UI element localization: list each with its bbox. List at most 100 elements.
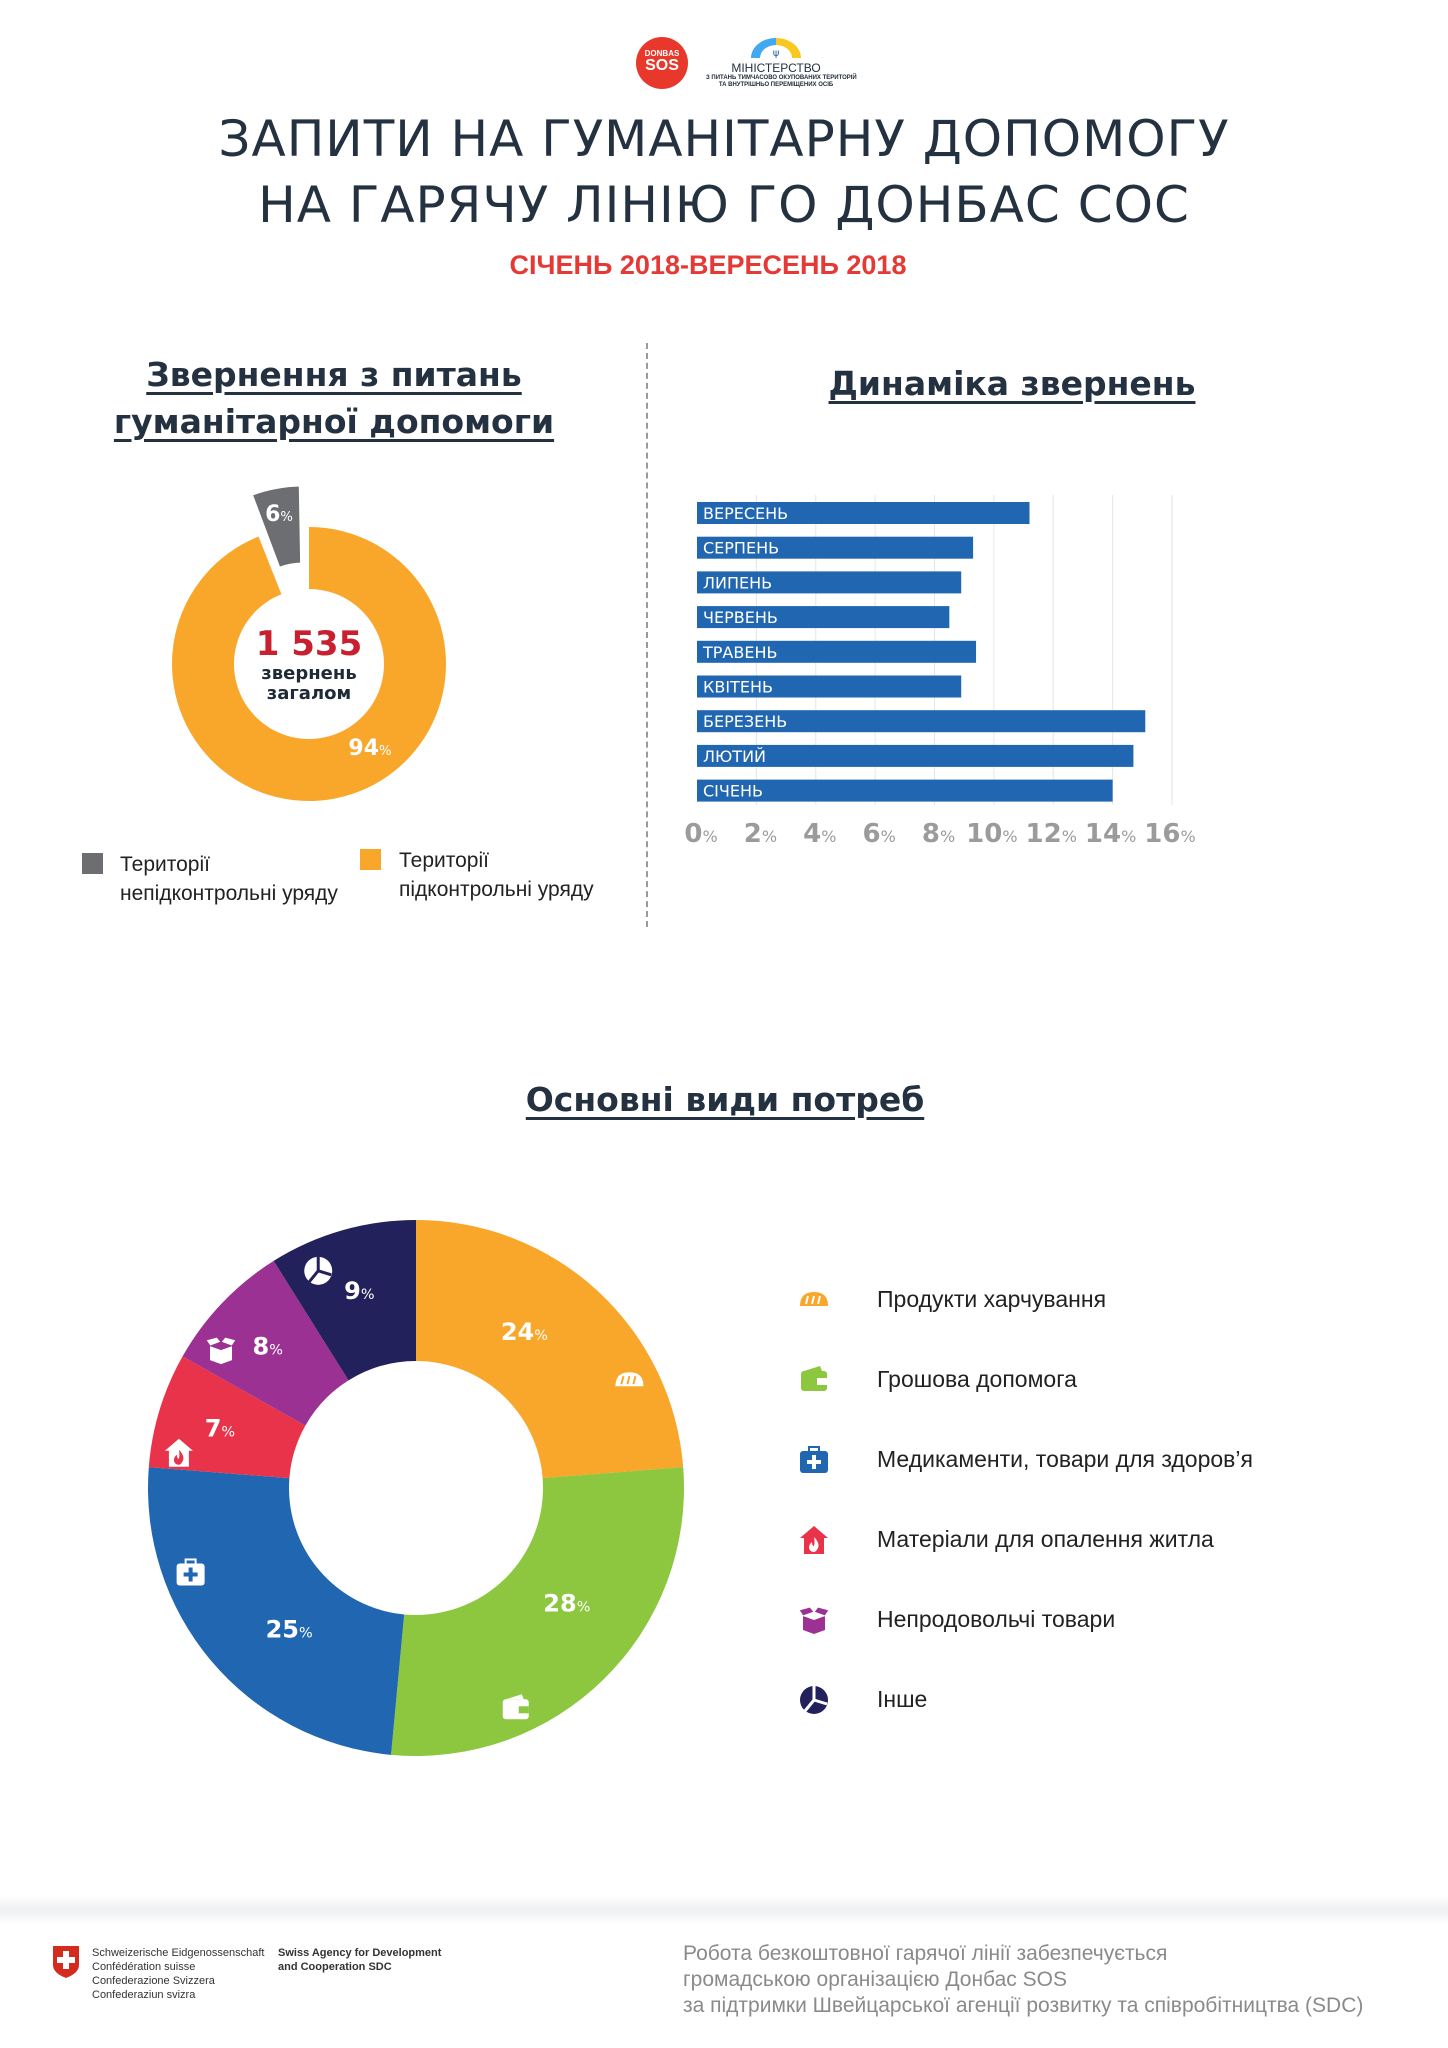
footer-note-line2: громадською організацією Донбас SOS — [683, 1968, 1067, 1991]
footer-note-line1: Робота безкоштовної гарячої лінії забезп… — [683, 1942, 1168, 1965]
donbas-sos-logo: DONBAS SOS — [636, 37, 688, 89]
sdc-text: Swiss Agency for Development and Coopera… — [278, 1946, 441, 1974]
swiss-line3: Confederazione Svizzera — [92, 1975, 215, 1987]
slice-1 — [391, 1467, 685, 1756]
logo-donbas-text: DONBAS — [644, 49, 680, 58]
medkit-icon — [176, 1558, 205, 1586]
legend-controlled-swatch — [360, 849, 381, 870]
total-label2: загалом — [266, 683, 352, 704]
legend-uncontrolled: Території непідконтрольні уряду — [120, 850, 338, 908]
swiss-line4: Confederaziun svizra — [92, 1989, 196, 2001]
house-fire-icon — [800, 1526, 828, 1554]
dynamics-bar-chart: 0% 2% 4% 6% 8% 10% 12% 14% 16% ВЕРЕСЕНЬ СЕРПЕНЬ ЛИП… — [684, 495, 1196, 849]
label-controlled: 94% — [348, 736, 391, 761]
bar-2 — [697, 571, 962, 594]
bar-label: ЧЕРВЕНЬ — [703, 608, 778, 627]
box-icon — [798, 1606, 830, 1634]
slice-controlled — [171, 527, 446, 801]
bar-label: БЕРЕЗЕНЬ — [703, 712, 787, 731]
slice-2 — [148, 1467, 405, 1755]
x-tick-label: 6% — [862, 819, 895, 849]
bread-icon — [615, 1372, 644, 1387]
x-tick-label: 12% — [1026, 819, 1077, 849]
needs-legend-item: Інше — [877, 1686, 928, 1712]
ministry-sub1: З ПИТАНЬ ТИМЧАСОВО ОКУПОВАНИХ ТЕРИТОРІЙ — [706, 75, 857, 81]
legend-line1: Території — [399, 849, 489, 872]
ministry-name: МІНІСТЕРСТВО — [731, 61, 821, 75]
legend-line2: непідконтрольні уряду — [120, 882, 338, 905]
total-label1: звернень — [261, 663, 357, 684]
page-title-line2: НА ГАРЯЧУ ЛІНІЮ ГО ДОНБАС СОС — [258, 176, 1190, 234]
needs-legend-item: Грошова допомога — [877, 1366, 1077, 1392]
swiss-line2: Confédération suisse — [92, 1961, 196, 1973]
bar-label: ЛИПЕНЬ — [703, 573, 772, 592]
bar-0 — [697, 502, 1030, 524]
pie-icon — [800, 1686, 828, 1714]
swiss-line1: Schweizerische Eidgenossenschaft — [92, 1947, 265, 1959]
legend-uncontrolled-swatch — [82, 853, 103, 874]
needs-legend-item: Продукти харчування — [877, 1286, 1107, 1312]
bar-1 — [697, 536, 974, 559]
bar-label: СЕРПЕНЬ — [703, 539, 779, 558]
needs-donut-chart: 24%28%25%7%8%9% — [148, 1220, 685, 1756]
bar-label: КВІТЕНЬ — [703, 678, 773, 697]
bar-7 — [697, 744, 1134, 767]
footer-note: Робота безкоштовної гарячої лінії забезп… — [683, 1941, 1363, 2019]
x-tick-label: 8% — [922, 819, 955, 849]
legend-line2: підконтрольні уряду — [399, 878, 594, 901]
total-value: 1 535 — [255, 624, 363, 664]
bar-4 — [697, 640, 977, 663]
bar-label: СІЧЕНЬ — [703, 782, 763, 801]
page-title-line1: ЗАПИТИ НА ГУМАНІТАРНУ ДОПОМОГУ — [218, 110, 1230, 168]
needs-legend-item: Матеріали для опалення житла — [877, 1526, 1214, 1552]
needs-legend-item: Непродовольчі товари — [877, 1606, 1116, 1632]
legend-controlled: Території підконтрольні уряду — [399, 846, 594, 904]
ministry-sub2: ТА ВНУТРІШНЬО ПЕРЕМІЩЕНИХ ОСІБ — [718, 82, 834, 88]
x-tick-label: 2% — [744, 819, 777, 849]
x-tick-label: 4% — [803, 819, 836, 849]
requests-donut-chart: 6%94% — [171, 482, 446, 801]
section-divider — [646, 343, 648, 927]
slice-uncontrolled — [248, 482, 305, 572]
bar-6 — [697, 710, 1146, 733]
x-tick-label: 14% — [1085, 819, 1136, 849]
x-tick-label: 0% — [684, 819, 717, 849]
ministry-logo: ψ МІНІСТЕРСТВО З ПИТАНЬ ТИМЧАСОВО ОКУПОВ… — [706, 38, 857, 90]
bar-label: ВЕРЕСЕНЬ — [703, 504, 788, 523]
bar-3 — [697, 606, 950, 629]
needs-heading: Основні види потреб — [525, 1080, 925, 1119]
box-icon — [205, 1336, 237, 1365]
dynamics-heading: Динаміка звернень — [828, 364, 1196, 403]
page-subtitle: СІЧЕНЬ 2018-ВЕРЕСЕНЬ 2018 — [509, 250, 907, 280]
sdc-line1: Swiss Agency for Development — [278, 1947, 442, 1959]
bar-8 — [697, 779, 1113, 802]
medkit-icon — [800, 1446, 828, 1473]
footer-note-line3: за підтримки Швейцарської агенції розвит… — [683, 1994, 1364, 2017]
bar-label: ЛЮТИЙ — [703, 747, 766, 766]
wallet-icon — [801, 1366, 827, 1391]
total-requests: 1 535 звернень загалом — [256, 624, 362, 704]
ministry-arch-icon: ψ — [751, 38, 801, 59]
needs-legend-item: Медикаменти, товари для здоров’я — [877, 1446, 1253, 1472]
bar-label: ТРАВЕНЬ — [702, 643, 777, 662]
x-tick-label: 16% — [1144, 819, 1195, 849]
slice-0 — [416, 1220, 684, 1479]
house-icon — [164, 1438, 193, 1467]
bread-icon — [800, 1292, 828, 1306]
footer-shadow — [0, 1895, 1448, 1925]
swiss-cross-icon — [53, 1946, 79, 1978]
slice-label: 25% — [266, 1615, 313, 1643]
sdc-line2: and Cooperation SDC — [278, 1961, 392, 1973]
x-tick-label: 10% — [966, 819, 1017, 849]
requests-heading-line1: Звернення з питань — [146, 355, 522, 394]
slice-4 — [182, 1260, 349, 1426]
bar-5 — [697, 675, 962, 698]
logo-sos-text: SOS — [645, 57, 679, 74]
requests-heading-line2: гуманітарної допомоги — [113, 402, 555, 441]
swiss-confederation-text: Schweizerische Eidgenossenschaft Confédé… — [92, 1946, 264, 2002]
slice-label: 24% — [501, 1318, 548, 1346]
svg-text:ψ: ψ — [773, 48, 780, 58]
pie-icon — [304, 1256, 333, 1285]
wallet-icon — [502, 1694, 529, 1720]
legend-line1: Території — [120, 853, 210, 876]
